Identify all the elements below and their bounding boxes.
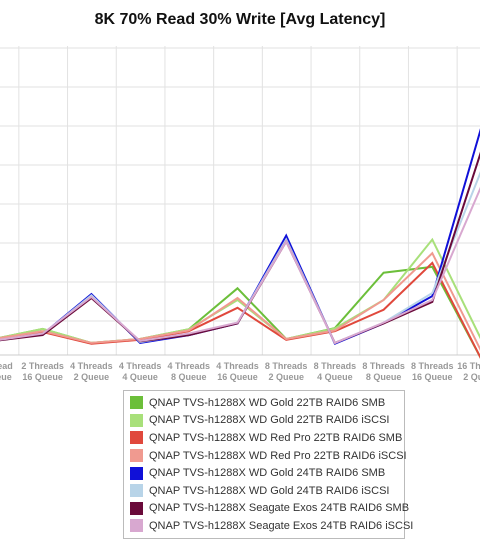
x-tick-label: 8 Threads — [362, 361, 405, 371]
x-tick-label: 4 Threads — [119, 361, 162, 371]
legend-label: QNAP TVS-h1288X Seagate Exos 24TB RAID6 … — [149, 502, 410, 515]
legend-swatch — [130, 466, 143, 480]
x-tick-label: 4 Queue — [122, 372, 158, 382]
legend-item[interactable]: QNAP TVS-h1288X Seagate Exos 24TB RAID6 … — [130, 500, 409, 518]
series-line-8 — [0, 186, 480, 345]
x-tick-label: 16 Queue — [217, 372, 258, 382]
legend-label: QNAP TVS-h1288X WD Red Pro 22TB RAID6 SM… — [149, 431, 403, 444]
legend-swatch — [130, 484, 143, 498]
x-tick-label: 4 Threads — [168, 361, 211, 371]
x-tick-label: 8 Queue — [366, 372, 402, 382]
x-tick-label: 16 Queue — [22, 372, 63, 382]
chart-title: 8K 70% Read 30% Write [Avg Latency] — [94, 11, 386, 28]
legend-item[interactable]: QNAP TVS-h1288X WD Red Pro 22TB RAID6 SM… — [130, 429, 402, 447]
x-tick-label: 8 Threads — [265, 361, 308, 371]
legend-swatch — [130, 501, 143, 515]
legend-label: QNAP TVS-h1288X Seagate Exos 24TB RAID6 … — [149, 519, 414, 532]
legend-item[interactable]: QNAP TVS-h1288X WD Gold 24TB RAID6 iSCSI — [130, 482, 398, 500]
legend-label: QNAP TVS-h1288X WD Gold 24TB RAID6 iSCSI — [149, 484, 390, 497]
legend-item[interactable]: QNAP TVS-h1288X WD Red Pro 22TB RAID6 iS… — [130, 447, 407, 465]
legend: QNAP TVS-h1288X WD Gold 22TB RAID6 SMB QN… — [123, 390, 413, 539]
legend-label: QNAP TVS-h1288X WD Gold 22TB RAID6 iSCSI — [149, 414, 390, 427]
x-tick-label: 1 Thread — [0, 361, 13, 371]
x-tick-label: 8 Threads — [411, 361, 454, 371]
legend-label: QNAP TVS-h1288X WD Red Pro 22TB RAID6 iS… — [149, 449, 407, 462]
legend-swatch — [130, 519, 143, 533]
x-tick-label: 4 Threads — [70, 361, 113, 371]
legend-item[interactable]: QNAP TVS-h1288X WD Gold 22TB RAID6 iSCSI — [130, 412, 398, 430]
legend-swatch — [130, 449, 143, 463]
x-tick-label: 16 Threads — [457, 361, 480, 371]
x-tick-label: 8 Threads — [314, 361, 357, 371]
legend-swatch — [130, 396, 143, 410]
x-tick-label: 2 Queue — [268, 372, 304, 382]
x-tick-label: 2 Queue — [74, 372, 110, 382]
legend-label: QNAP TVS-h1288X WD Gold 24TB RAID6 SMB — [149, 467, 386, 480]
legend-swatch — [130, 431, 143, 445]
x-tick-label: 2 Threads — [21, 361, 64, 371]
x-tick-label: 2 Queue — [463, 372, 480, 382]
x-tick-label: 1 Queue — [0, 372, 12, 382]
x-tick-label: 16 Queue — [412, 372, 453, 382]
legend-swatch — [130, 413, 143, 427]
legend-label: QNAP TVS-h1288X WD Gold 22TB RAID6 SMB — [149, 396, 386, 409]
legend-item[interactable]: QNAP TVS-h1288X Seagate Exos 24TB RAID6 … — [130, 517, 413, 535]
legend-item[interactable]: QNAP TVS-h1288X WD Gold 24TB RAID6 SMB — [130, 464, 398, 482]
x-tick-label: 4 Threads — [216, 361, 259, 371]
legend-item[interactable]: QNAP TVS-h1288X WD Gold 22TB RAID6 SMB — [130, 394, 398, 412]
x-tick-label: 8 Queue — [171, 372, 207, 382]
x-tick-label: 4 Queue — [317, 372, 353, 382]
series-line-4 — [0, 251, 480, 351]
